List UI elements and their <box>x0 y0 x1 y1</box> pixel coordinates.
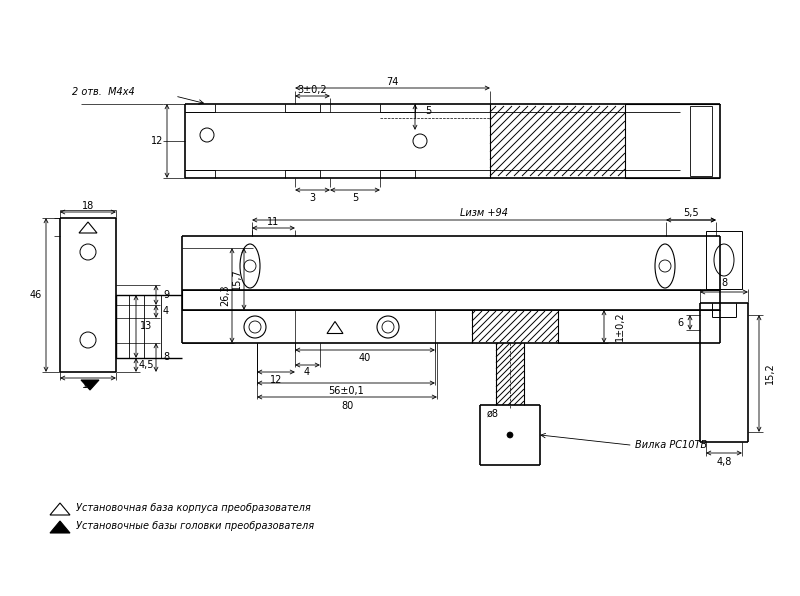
Text: 5: 5 <box>425 106 431 116</box>
Bar <box>690 106 712 176</box>
Bar <box>706 231 742 289</box>
Text: 4: 4 <box>163 306 169 316</box>
Polygon shape <box>50 503 70 515</box>
Text: 18: 18 <box>82 380 94 390</box>
Text: 80: 80 <box>341 401 353 411</box>
Text: 40: 40 <box>359 353 371 363</box>
Text: 5,5: 5,5 <box>683 208 699 218</box>
Text: 18: 18 <box>82 201 94 211</box>
Text: 8: 8 <box>163 352 169 362</box>
Text: 2 отв.  М4х4: 2 отв. М4х4 <box>72 87 135 97</box>
Text: Вилка РС10ТВ: Вилка РС10ТВ <box>635 440 707 450</box>
Text: 56±0,1: 56±0,1 <box>328 386 364 396</box>
Polygon shape <box>50 521 70 533</box>
Text: 5: 5 <box>352 193 358 203</box>
Text: 9: 9 <box>163 290 169 300</box>
Polygon shape <box>79 222 97 233</box>
Text: 15,7: 15,7 <box>232 268 242 290</box>
Text: 12: 12 <box>270 375 282 385</box>
Text: 4: 4 <box>304 367 310 377</box>
Circle shape <box>507 432 513 438</box>
Text: Установочная база корпуса преобразователя: Установочная база корпуса преобразовател… <box>76 503 310 513</box>
Text: 3: 3 <box>309 193 315 203</box>
Polygon shape <box>81 380 99 390</box>
Text: Установочные базы головки преобразователя: Установочные базы головки преобразовател… <box>76 521 314 531</box>
Text: ø8: ø8 <box>487 409 499 419</box>
Text: 13: 13 <box>140 321 152 331</box>
Text: 26,3: 26,3 <box>220 285 230 306</box>
Text: 3±0,2: 3±0,2 <box>297 85 327 95</box>
Text: 12: 12 <box>151 136 163 146</box>
Text: 1±0,2: 1±0,2 <box>615 312 625 342</box>
Text: 4,8: 4,8 <box>716 457 732 467</box>
Text: Lизм +94: Lизм +94 <box>460 208 508 218</box>
Text: 74: 74 <box>386 77 398 87</box>
Text: 11: 11 <box>267 217 279 227</box>
Text: 4,5: 4,5 <box>138 360 154 370</box>
Text: 8: 8 <box>721 278 727 288</box>
Text: 46: 46 <box>30 290 42 300</box>
Polygon shape <box>327 321 343 334</box>
Text: 15,2: 15,2 <box>765 362 775 384</box>
Text: 6: 6 <box>677 318 683 327</box>
